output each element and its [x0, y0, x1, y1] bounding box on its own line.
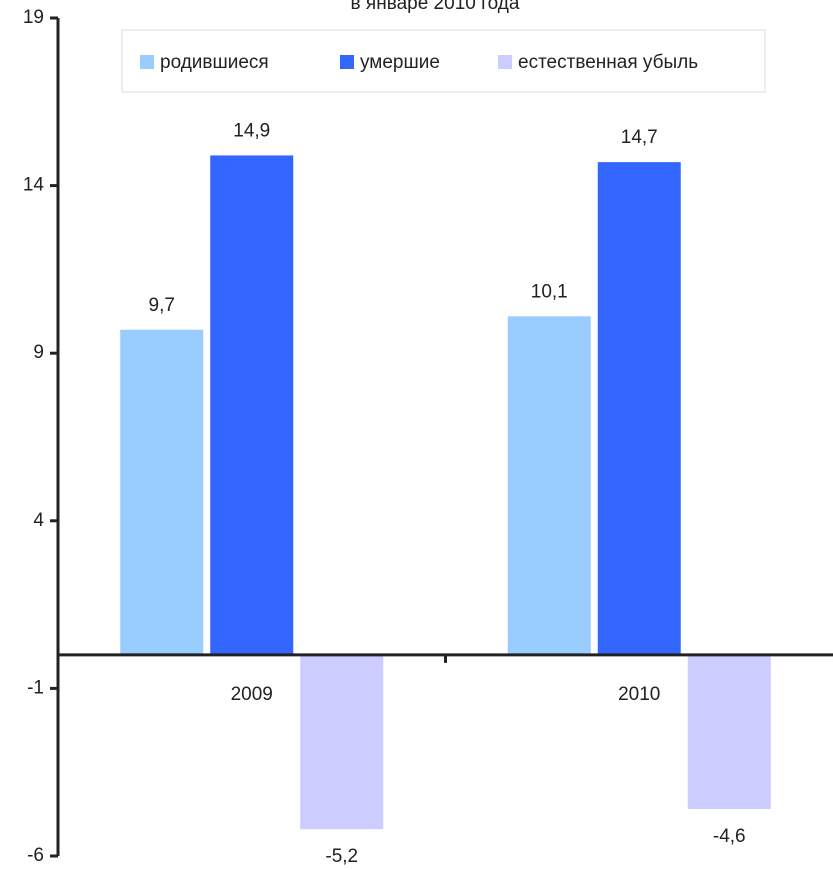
- legend-label: умершие: [360, 52, 440, 73]
- bar: [687, 654, 771, 810]
- x-tick-label: 2010: [618, 684, 660, 705]
- value-label: 9,7: [149, 295, 175, 316]
- bar: [210, 155, 294, 655]
- legend-swatch: [498, 55, 512, 69]
- chart-title: в январе 2010 года: [351, 0, 520, 14]
- value-label: 10,1: [531, 281, 568, 302]
- bar: [507, 316, 591, 655]
- y-tick-label: -1: [27, 677, 44, 698]
- value-label: 14,7: [621, 127, 658, 148]
- legend-label: естественная убыль: [518, 52, 698, 73]
- y-tick-label: 14: [23, 175, 45, 196]
- x-tick-label: 2009: [231, 684, 273, 705]
- legend-swatch: [140, 55, 154, 69]
- legend-label: родившиеся: [160, 52, 269, 73]
- bar: [120, 329, 204, 655]
- y-tick-label: 4: [33, 510, 44, 531]
- value-label: 14,9: [233, 120, 270, 141]
- value-label: -4,6: [713, 826, 746, 847]
- value-label: -5,2: [325, 846, 358, 867]
- bar: [300, 654, 384, 830]
- legend-box: [121, 29, 766, 93]
- y-tick-label: -6: [27, 845, 44, 866]
- bar: [597, 162, 681, 655]
- y-tick-label: 19: [23, 7, 44, 28]
- legend-swatch: [340, 55, 354, 69]
- y-tick-label: 9: [33, 342, 44, 363]
